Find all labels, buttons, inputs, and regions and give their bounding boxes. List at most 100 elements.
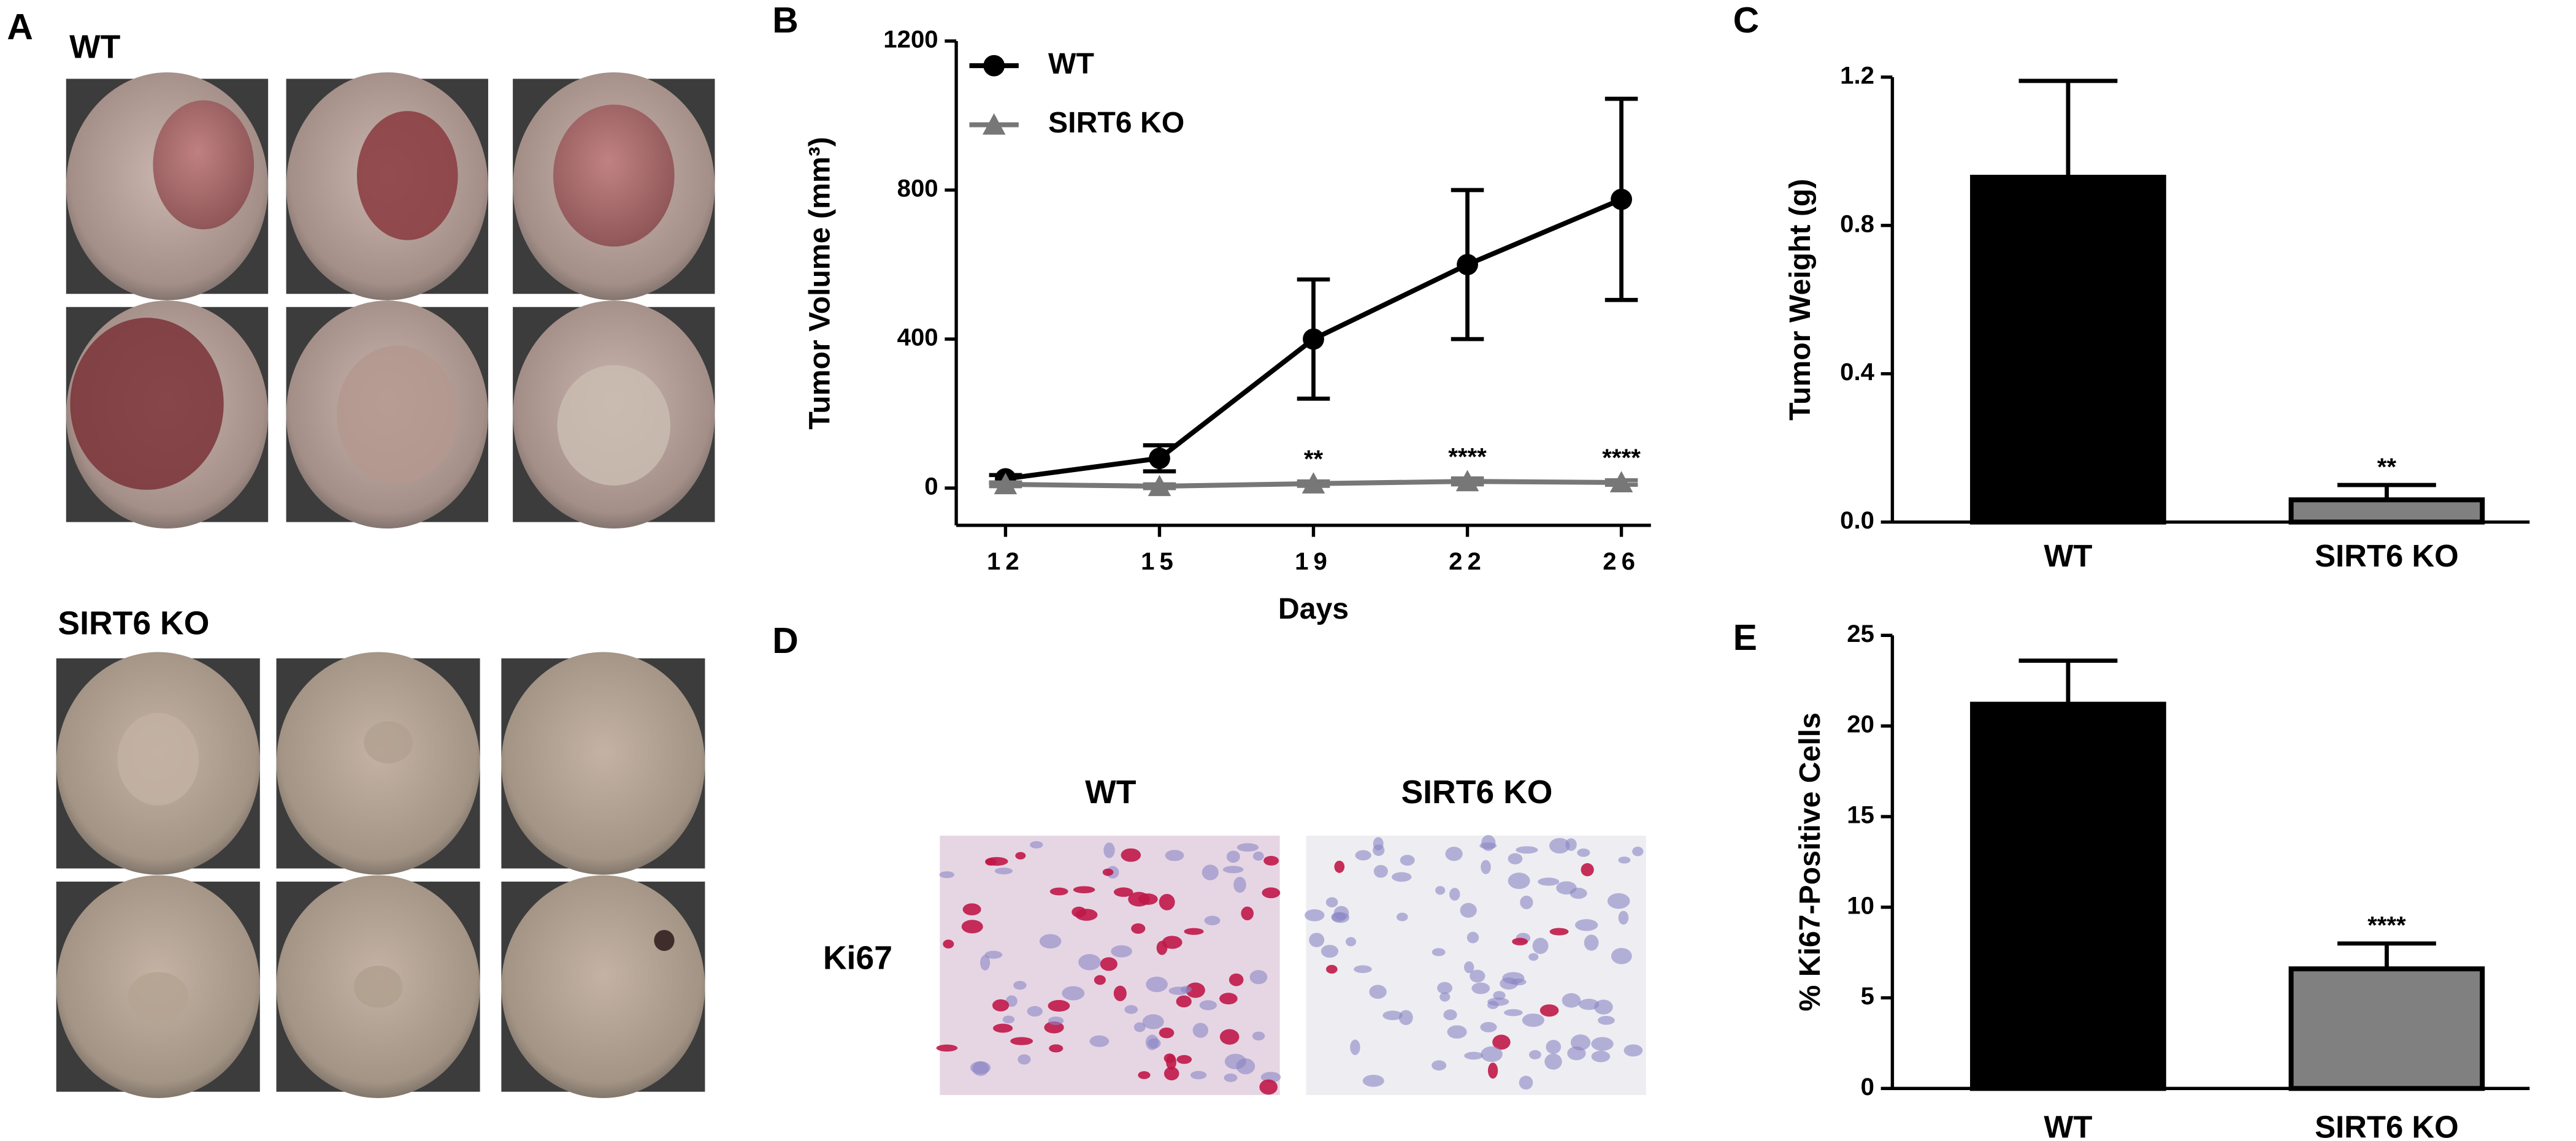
nucleus <box>1259 1079 1278 1095</box>
nucleus <box>1532 937 1549 955</box>
bar <box>2288 966 2485 1091</box>
y-tick-label: 400 <box>897 324 938 351</box>
nucleus <box>1252 851 1264 861</box>
nucleus <box>1354 965 1372 974</box>
nucleus <box>1632 846 1644 857</box>
nucleus <box>1241 906 1254 921</box>
nucleus <box>962 903 981 916</box>
nucleus <box>1165 850 1184 861</box>
nucleus <box>1528 953 1539 961</box>
nucleus <box>1522 1013 1544 1027</box>
nucleus <box>1249 970 1268 985</box>
nucleus <box>1623 1044 1643 1057</box>
nucleus <box>1549 838 1570 854</box>
nucleus <box>1508 853 1523 864</box>
nucleus <box>1094 975 1106 985</box>
nucleus <box>1464 1051 1483 1060</box>
nucleus <box>1439 992 1451 1002</box>
y-tick-label: 15 <box>1847 801 1874 828</box>
tumor <box>353 966 403 1008</box>
nucleus <box>1219 1029 1240 1045</box>
x-axis-label: Days <box>1278 592 1349 625</box>
marker <box>1303 328 1324 350</box>
nucleus <box>1449 888 1460 901</box>
legend-label: WT <box>1048 47 1094 80</box>
nucleus <box>1350 1039 1360 1055</box>
tumor <box>127 972 189 1023</box>
marker <box>1609 471 1633 493</box>
tumor <box>153 100 255 230</box>
bar <box>1970 701 2166 1091</box>
marker <box>1149 448 1170 469</box>
nucleus <box>1460 902 1477 918</box>
nucleus <box>1113 887 1133 897</box>
nucleus <box>1219 993 1238 1005</box>
panel-letter: C <box>1733 1 1760 40</box>
x-tick-label: WT <box>2044 1110 2092 1141</box>
marker <box>982 113 1006 135</box>
nucleus <box>1480 1021 1497 1032</box>
nucleus <box>1611 948 1632 964</box>
nucleus <box>1346 937 1357 947</box>
nucleus <box>1556 881 1577 895</box>
tumor <box>364 721 413 764</box>
tumor <box>356 111 458 240</box>
nucleus <box>1492 1034 1511 1050</box>
nucleus <box>1538 877 1560 886</box>
x-tick-label: 15 <box>1141 548 1178 575</box>
nucleus <box>961 920 983 934</box>
significance: **** <box>1602 444 1641 471</box>
photo-grid <box>56 72 715 1098</box>
nucleus <box>1049 1044 1064 1053</box>
nucleus <box>1618 910 1629 925</box>
error-bar-top <box>2337 483 2436 500</box>
x-tick-label: WT <box>2044 538 2092 573</box>
nucleus <box>1549 928 1569 936</box>
nucleus <box>992 999 1010 1012</box>
nucleus <box>1618 857 1631 864</box>
nucleus <box>1544 1053 1562 1070</box>
skin <box>276 652 480 875</box>
y-tick-label: 10 <box>1847 891 1874 919</box>
nucleus <box>1516 846 1538 854</box>
skin <box>501 875 705 1098</box>
nucleus <box>1262 887 1281 898</box>
nucleus <box>1574 919 1598 931</box>
nucleus <box>1121 848 1141 862</box>
nucleus <box>1145 1034 1159 1050</box>
nucleus <box>1103 842 1115 858</box>
y-axis-label: % Ki67-Positive Cells <box>1793 712 1827 1011</box>
nucleus <box>1567 1046 1586 1061</box>
marker <box>1611 188 1632 210</box>
marker <box>1457 254 1478 275</box>
tumor <box>117 712 199 806</box>
nucleus <box>1176 995 1192 1008</box>
nucleus <box>994 868 1013 875</box>
nucleus <box>1190 1070 1207 1080</box>
skin <box>501 652 705 875</box>
x-tick-label: 19 <box>1295 548 1332 575</box>
marker <box>1148 475 1171 497</box>
y-tick-label: 0.4 <box>1840 358 1874 386</box>
micrographs <box>936 834 1646 1096</box>
panel-letter: D <box>772 621 799 661</box>
nucleus <box>1184 928 1204 935</box>
nucleus <box>936 1044 958 1052</box>
nucleus <box>1131 923 1146 934</box>
nucleus <box>1594 999 1613 1015</box>
nucleus <box>1186 982 1205 998</box>
legend-label: SIRT6 KO <box>1048 106 1184 139</box>
nucleus <box>1528 1050 1541 1059</box>
nucleus <box>1124 1005 1138 1014</box>
x-tick-label: 22 <box>1449 548 1486 575</box>
nucleus <box>1355 850 1371 861</box>
nucleus <box>1233 877 1246 893</box>
nucleus <box>1049 887 1068 896</box>
nucleus <box>1229 973 1244 986</box>
error-bar-top <box>2337 941 2436 969</box>
nucleus <box>1030 841 1043 849</box>
nucleus <box>1362 1074 1384 1087</box>
nucleus <box>1577 848 1590 857</box>
